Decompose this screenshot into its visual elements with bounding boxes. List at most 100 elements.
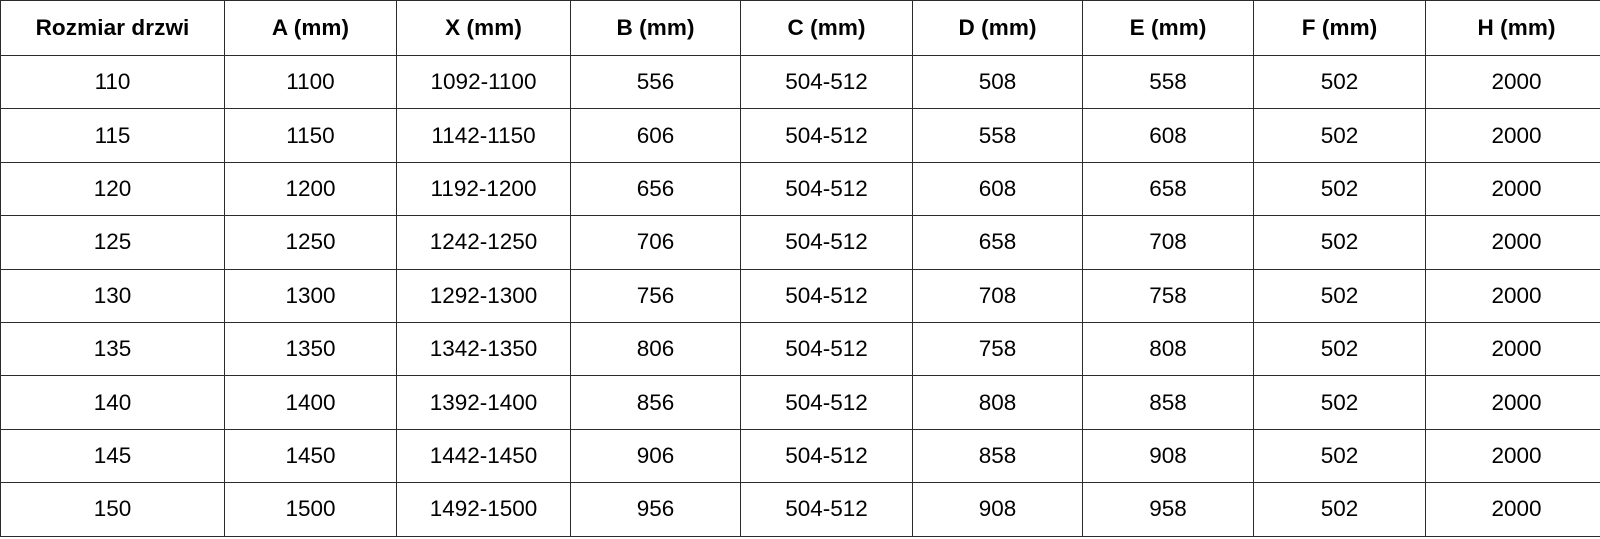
cell-a: 1500 xyxy=(224,482,397,537)
cell-a: 1350 xyxy=(224,321,397,377)
cell-size: 110 xyxy=(0,54,225,110)
table-row: 115 1150 1142-1150 606 504-512 558 608 502 2000 xyxy=(0,108,1600,163)
cell-size: 135 xyxy=(0,321,225,377)
cell-x: 1192-1200 xyxy=(396,161,571,217)
table-row: 125 1250 1242-1250 706 504-512 658 708 502 2000 xyxy=(0,215,1600,270)
cell-f: 502 xyxy=(1253,375,1426,430)
cell-e: 858 xyxy=(1082,375,1254,430)
cell-f: 502 xyxy=(1253,268,1426,323)
column-header-c: C (mm) xyxy=(740,0,913,56)
cell-f: 502 xyxy=(1253,108,1426,163)
cell-c: 504-512 xyxy=(740,268,913,323)
cell-x: 1342-1350 xyxy=(396,321,571,377)
header-row: Rozmiar drzwi A (mm) X (mm) B (mm) C (mm) D (… xyxy=(0,0,1600,56)
cell-e: 958 xyxy=(1082,482,1254,537)
cell-h: 2000 xyxy=(1425,482,1600,537)
cell-f: 502 xyxy=(1253,161,1426,217)
cell-h: 2000 xyxy=(1425,321,1600,377)
cell-d: 808 xyxy=(912,375,1083,430)
cell-d: 708 xyxy=(912,268,1083,323)
cell-d: 758 xyxy=(912,321,1083,377)
table-header: Rozmiar drzwi A (mm) X (mm) B (mm) C (mm) D (… xyxy=(0,0,1600,56)
cell-e: 608 xyxy=(1082,108,1254,163)
table-row: 130 1300 1292-1300 756 504-512 708 758 502 2000 xyxy=(0,268,1600,323)
cell-c: 504-512 xyxy=(740,54,913,110)
column-header-f: F (mm) xyxy=(1253,0,1426,56)
column-header-a: A (mm) xyxy=(224,0,397,56)
cell-b: 756 xyxy=(570,268,741,323)
cell-e: 908 xyxy=(1082,428,1254,484)
cell-a: 1100 xyxy=(224,54,397,110)
cell-c: 504-512 xyxy=(740,482,913,537)
cell-size: 120 xyxy=(0,161,225,217)
cell-size: 130 xyxy=(0,268,225,323)
cell-f: 502 xyxy=(1253,482,1426,537)
cell-b: 656 xyxy=(570,161,741,217)
cell-f: 502 xyxy=(1253,321,1426,377)
cell-b: 706 xyxy=(570,215,741,270)
cell-c: 504-512 xyxy=(740,321,913,377)
cell-x: 1292-1300 xyxy=(396,268,571,323)
cell-c: 504-512 xyxy=(740,108,913,163)
cell-e: 658 xyxy=(1082,161,1254,217)
table-row: 150 1500 1492-1500 956 504-512 908 958 502 2000 xyxy=(0,482,1600,537)
cell-x: 1092-1100 xyxy=(396,54,571,110)
cell-a: 1400 xyxy=(224,375,397,430)
cell-x: 1142-1150 xyxy=(396,108,571,163)
cell-c: 504-512 xyxy=(740,161,913,217)
cell-size: 115 xyxy=(0,108,225,163)
cell-b: 906 xyxy=(570,428,741,484)
cell-b: 606 xyxy=(570,108,741,163)
table-body: 110 1100 1092-1100 556 504-512 508 558 502 2000 1… xyxy=(0,54,1600,537)
cell-x: 1392-1400 xyxy=(396,375,571,430)
cell-h: 2000 xyxy=(1425,428,1600,484)
column-header-e: E (mm) xyxy=(1082,0,1254,56)
cell-h: 2000 xyxy=(1425,54,1600,110)
table-row: 110 1100 1092-1100 556 504-512 508 558 502 2000 xyxy=(0,54,1600,110)
cell-d: 908 xyxy=(912,482,1083,537)
cell-d: 558 xyxy=(912,108,1083,163)
table-row: 140 1400 1392-1400 856 504-512 808 858 502 2000 xyxy=(0,375,1600,430)
cell-c: 504-512 xyxy=(740,428,913,484)
cell-h: 2000 xyxy=(1425,268,1600,323)
table-row: 135 1350 1342-1350 806 504-512 758 808 502 2000 xyxy=(0,321,1600,377)
cell-h: 2000 xyxy=(1425,215,1600,270)
cell-a: 1200 xyxy=(224,161,397,217)
cell-e: 708 xyxy=(1082,215,1254,270)
cell-c: 504-512 xyxy=(740,215,913,270)
cell-c: 504-512 xyxy=(740,375,913,430)
cell-h: 2000 xyxy=(1425,108,1600,163)
column-header-size: Rozmiar drzwi xyxy=(0,0,225,56)
table-row: 145 1450 1442-1450 906 504-512 858 908 502 2000 xyxy=(0,428,1600,484)
cell-size: 140 xyxy=(0,375,225,430)
cell-b: 806 xyxy=(570,321,741,377)
column-header-x: X (mm) xyxy=(396,0,571,56)
cell-h: 2000 xyxy=(1425,161,1600,217)
cell-b: 956 xyxy=(570,482,741,537)
cell-e: 758 xyxy=(1082,268,1254,323)
cell-f: 502 xyxy=(1253,215,1426,270)
cell-b: 556 xyxy=(570,54,741,110)
cell-d: 658 xyxy=(912,215,1083,270)
cell-size: 125 xyxy=(0,215,225,270)
cell-a: 1300 xyxy=(224,268,397,323)
cell-x: 1242-1250 xyxy=(396,215,571,270)
cell-x: 1492-1500 xyxy=(396,482,571,537)
cell-f: 502 xyxy=(1253,428,1426,484)
cell-a: 1450 xyxy=(224,428,397,484)
cell-f: 502 xyxy=(1253,54,1426,110)
cell-e: 808 xyxy=(1082,321,1254,377)
cell-d: 508 xyxy=(912,54,1083,110)
column-header-h: H (mm) xyxy=(1425,0,1600,56)
cell-a: 1250 xyxy=(224,215,397,270)
column-header-d: D (mm) xyxy=(912,0,1083,56)
column-header-b: B (mm) xyxy=(570,0,741,56)
cell-d: 858 xyxy=(912,428,1083,484)
cell-size: 145 xyxy=(0,428,225,484)
cell-e: 558 xyxy=(1082,54,1254,110)
cell-a: 1150 xyxy=(224,108,397,163)
table-row: 120 1200 1192-1200 656 504-512 608 658 502 2000 xyxy=(0,161,1600,217)
cell-h: 2000 xyxy=(1425,375,1600,430)
